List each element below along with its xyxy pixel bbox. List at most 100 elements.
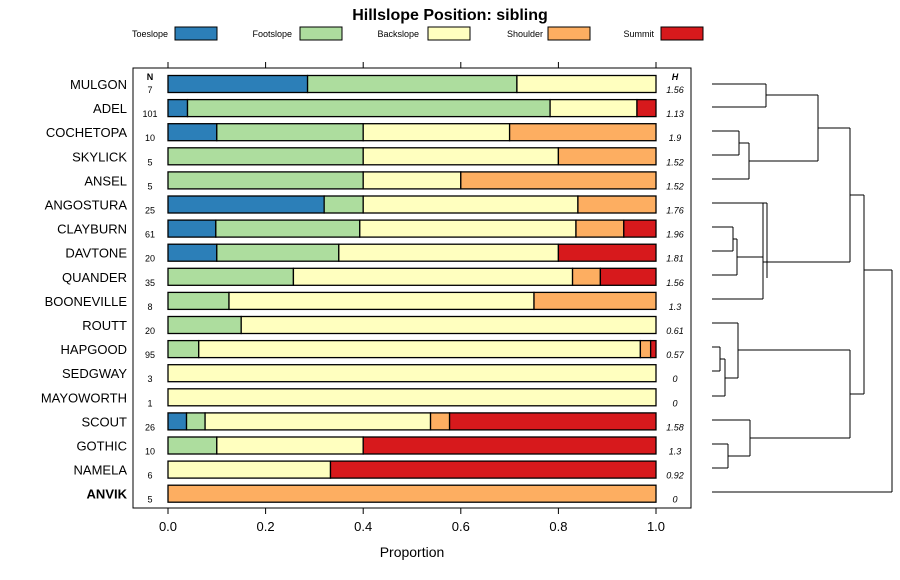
- h-column: H 1.56 1.13 1.9 1.52 1.52 1.76 1.96 1.81 1.56 1.3…: [666, 72, 685, 505]
- bar-segment-namela-summit: [329, 460, 657, 479]
- bar-segment-cochetopa-shoulder: [508, 123, 657, 142]
- bar-segment-hapgood-footslope: [167, 339, 200, 359]
- bar-segment-scout-backslope: [204, 412, 432, 431]
- row-label-gothic: GOTHIC: [76, 439, 127, 454]
- n-value-ansel: 5: [147, 181, 152, 191]
- x-tick-label: 0.4: [354, 519, 372, 534]
- bar-segment-clayburn-footslope: [215, 219, 361, 238]
- chart-title: Hillslope Position: sibling: [352, 7, 548, 24]
- bar-segment-clayburn-shoulder: [575, 219, 625, 238]
- bar-segment-mulgon-backslope: [516, 74, 657, 94]
- n-value-mayoworth: 1: [147, 398, 152, 408]
- bar-segment-skylick-backslope: [362, 147, 560, 166]
- bar-segment-gothic-footslope: [167, 436, 218, 455]
- n-header: N: [147, 72, 154, 82]
- n-column: N 7 101 10 5 5 25 61 20 35 8 20 95 3 1 26 10 6 5: [142, 72, 157, 505]
- bar-segment-davtone-summit: [557, 243, 657, 262]
- row-label-mulgon: MULGON: [70, 77, 127, 92]
- bar-segment-ansel-shoulder: [460, 171, 657, 190]
- row-label-clayburn: CLAYBURN: [57, 222, 127, 237]
- bar-segment-routt-backslope: [240, 315, 657, 335]
- h-value-scout: 1.58: [666, 422, 684, 432]
- h-value-mulgon: 1.56: [666, 85, 684, 95]
- legend-swatch-footslope: [299, 26, 343, 41]
- n-value-sedgway: 3: [147, 374, 152, 384]
- bar-segment-adel-summit: [636, 98, 657, 118]
- row-label-namela: NAMELA: [74, 463, 128, 478]
- legend-swatch-backslope: [427, 26, 471, 41]
- h-value-cochetopa: 1.9: [669, 133, 682, 143]
- bar-segment-clayburn-backslope: [359, 219, 577, 238]
- bar-segment-skylick-shoulder: [557, 147, 657, 166]
- bar-segment-mulgon-footslope: [306, 74, 518, 94]
- row-label-cochetopa: COCHETOPA: [46, 125, 127, 140]
- x-axis: 0.0 0.2 0.4 0.6 0.8 1.0: [159, 62, 665, 534]
- h-value-davtone: 1.81: [666, 254, 684, 264]
- bar-segment-gothic-summit: [362, 436, 657, 455]
- h-value-ansel: 1.52: [666, 181, 684, 191]
- n-value-skylick: 5: [147, 157, 152, 167]
- legend-label-toeslope: Toeslope: [132, 29, 168, 39]
- x-axis-label: Proportion: [380, 544, 445, 560]
- x-tick-label: 0.2: [257, 519, 275, 534]
- bar-segment-cochetopa-backslope: [362, 123, 511, 142]
- h-value-sedgway: 0: [672, 374, 677, 384]
- bar-segment-davtone-toeslope: [167, 243, 218, 262]
- row-label-booneville: BOONEVILLE: [45, 294, 128, 309]
- bar-segment-scout-summit: [448, 412, 657, 431]
- h-value-mayoworth: 0: [672, 398, 677, 408]
- row-label-scout: SCOUT: [82, 414, 128, 429]
- h-value-anvik: 0: [672, 495, 677, 505]
- bar-segment-clayburn-summit: [623, 219, 657, 238]
- bar-segment-clayburn-toeslope: [167, 219, 217, 238]
- bar-segment-routt-footslope: [167, 315, 242, 335]
- bar-segment-adel-toeslope: [167, 98, 189, 118]
- n-value-cochetopa: 10: [145, 133, 155, 143]
- bar-segment-hapgood-backslope: [198, 339, 642, 359]
- bar-segment-adel-backslope: [549, 98, 638, 118]
- legend-label-backslope: Backslope: [377, 29, 419, 39]
- row-labels: MULGON ADEL COCHETOPA SKYLICK ANSEL ANGOSTURA…: [41, 77, 128, 502]
- bar-segment-ansel-footslope: [167, 171, 364, 190]
- row-label-davtone: DAVTONE: [65, 246, 127, 261]
- x-tick-label: 0.8: [549, 519, 567, 534]
- n-value-namela: 6: [147, 471, 152, 481]
- n-value-booneville: 8: [147, 302, 152, 312]
- bar-segment-quander-shoulder: [571, 267, 602, 286]
- bar-segment-booneville-footslope: [167, 291, 230, 311]
- bar-segment-anvik-shoulder: [167, 484, 657, 503]
- bar-segment-angostura-footslope: [323, 195, 364, 214]
- n-value-clayburn: 61: [145, 230, 155, 240]
- row-label-hapgood: HAPGOOD: [61, 342, 127, 357]
- legend-label-shoulder: Shoulder: [507, 29, 543, 39]
- bar-segment-ansel-backslope: [362, 171, 462, 190]
- n-value-angostura: 25: [145, 206, 155, 216]
- row-label-quander: QUANDER: [62, 270, 127, 285]
- h-value-routt: 0.61: [666, 326, 684, 336]
- h-value-quander: 1.56: [666, 278, 684, 288]
- bar-segment-hapgood-shoulder: [639, 339, 652, 359]
- row-label-angostura: ANGOSTURA: [45, 198, 128, 213]
- plot-frame: [132, 67, 692, 509]
- bar-segment-booneville-backslope: [228, 291, 535, 311]
- h-value-booneville: 1.3: [669, 302, 682, 312]
- bar-segment-quander-summit: [599, 267, 657, 286]
- bar-segment-mulgon-toeslope: [167, 74, 309, 94]
- h-value-adel: 1.13: [666, 109, 684, 119]
- legend: Toeslope Footslope Backslope Shoulder Summit: [132, 26, 704, 41]
- bar-segment-skylick-footslope: [167, 147, 364, 166]
- x-tick-label: 1.0: [647, 519, 665, 534]
- bar-segment-cochetopa-toeslope: [167, 123, 218, 142]
- bar-segment-scout-footslope: [185, 412, 206, 431]
- row-label-skylick: SKYLICK: [72, 149, 127, 164]
- h-value-namela: 0.92: [666, 471, 684, 481]
- row-label-anvik: ANVIK: [87, 487, 128, 502]
- bar-segment-namela-backslope: [167, 460, 332, 479]
- row-label-ansel: ANSEL: [84, 173, 127, 188]
- legend-label-footslope: Footslope: [252, 29, 292, 39]
- row-label-routt: ROUTT: [82, 318, 127, 333]
- n-value-scout: 26: [145, 422, 155, 432]
- h-value-clayburn: 1.96: [666, 230, 684, 240]
- x-tick-label: 0.0: [159, 519, 177, 534]
